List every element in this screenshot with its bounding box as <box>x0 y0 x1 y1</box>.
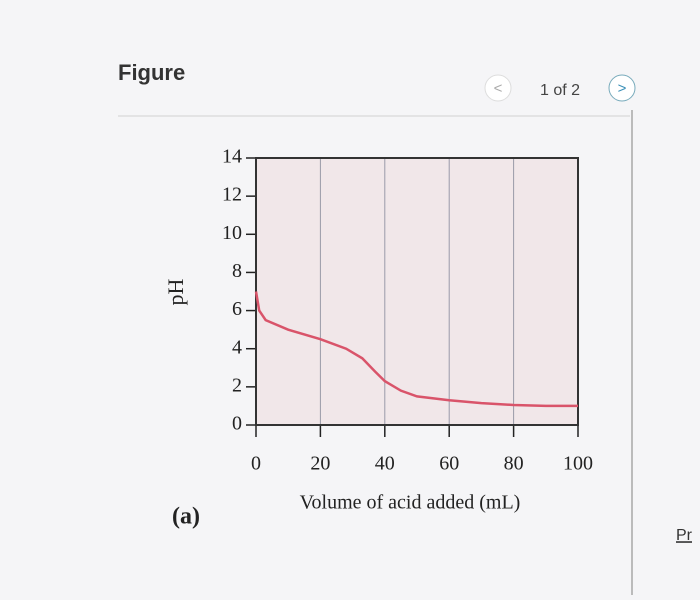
x-tick-label: 80 <box>504 453 524 475</box>
y-tick-label: 10 <box>222 222 242 244</box>
prev-button[interactable]: < <box>484 74 512 102</box>
x-axis-label: Volume of acid added (mL) <box>300 492 521 514</box>
y-tick-label: 6 <box>232 298 242 320</box>
data-line <box>254 291 578 408</box>
prev-icon[interactable]: < <box>494 80 503 97</box>
y-tick-label: 14 <box>222 146 242 168</box>
side-link[interactable]: Pr <box>676 527 693 544</box>
y-tick-label: 8 <box>232 260 242 282</box>
panel-label: (a) <box>172 504 200 530</box>
x-tick-label: 0 <box>251 453 261 475</box>
y-tick-label: 4 <box>232 336 242 358</box>
next-button[interactable]: > <box>608 74 636 102</box>
x-tick-label: 40 <box>375 453 395 475</box>
prev-circle[interactable] <box>484 74 512 102</box>
y-tick-label: 12 <box>222 184 242 206</box>
x-tick-label: 20 <box>310 453 330 475</box>
next-icon[interactable]: > <box>618 80 627 97</box>
figure-title: Figure <box>118 60 185 85</box>
y-tick-label: 0 <box>232 413 242 435</box>
x-tick-label: 60 <box>439 453 459 475</box>
x-tick-label: 100 <box>563 453 593 475</box>
next-circle[interactable] <box>608 74 636 102</box>
y-tick-label: 2 <box>232 374 242 396</box>
y-axis-label: pH <box>163 278 188 305</box>
plot-area <box>256 158 578 425</box>
pager: 1 of 2 <box>540 82 580 99</box>
